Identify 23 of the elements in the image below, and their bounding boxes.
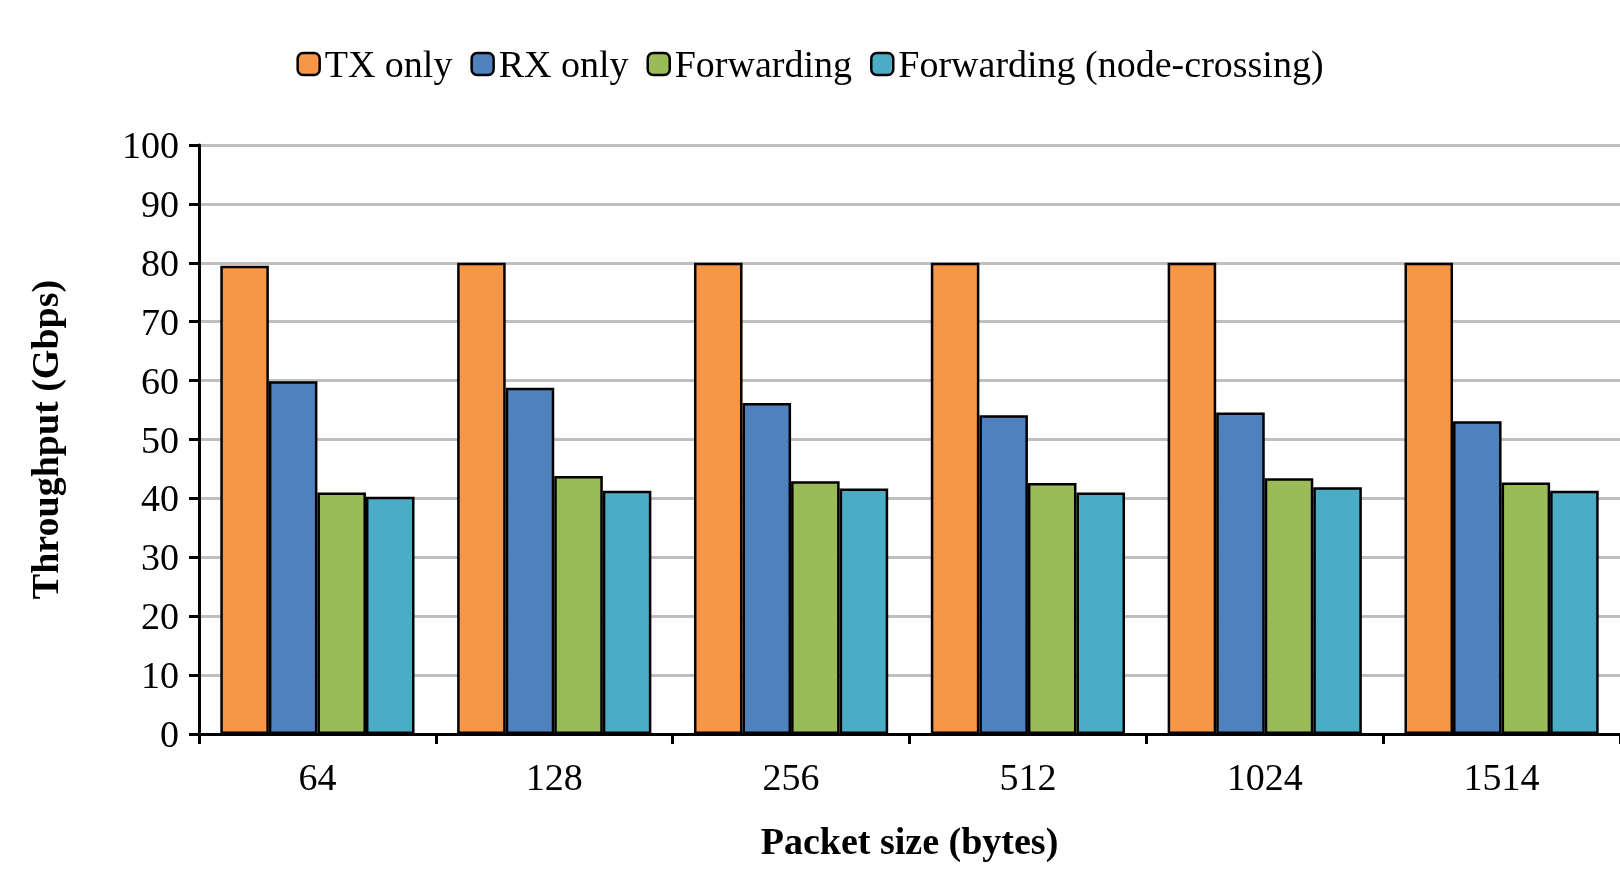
x-axis-title: Packet size (bytes)	[760, 820, 1059, 863]
y-tick-label: 90	[141, 182, 179, 225]
x-tick-label: 128	[525, 756, 583, 798]
y-tick-label: 0	[160, 713, 179, 755]
legend-label: RX only	[498, 43, 629, 85]
legend-label: TX only	[324, 43, 453, 85]
x-tick-label: 64	[298, 756, 337, 798]
y-tick-label: 70	[141, 300, 179, 343]
y-axis-title: Throughput (Gbps)	[24, 279, 67, 600]
x-tick-label: 256	[762, 756, 820, 798]
y-tick-label: 100	[122, 124, 179, 166]
y-tick-label: 30	[141, 536, 179, 579]
x-tick-label: 512	[999, 756, 1057, 798]
y-tick-label: 50	[141, 418, 179, 461]
y-tick-label: 10	[141, 654, 179, 697]
x-tick-label: 1514	[1463, 756, 1540, 798]
y-tick-label: 80	[141, 241, 179, 284]
y-tick-label: 60	[141, 359, 179, 402]
x-tick-label: 1024	[1226, 756, 1303, 798]
legend-label: Forwarding	[674, 43, 853, 85]
y-tick-label: 40	[141, 477, 179, 520]
legend-label: Forwarding (node-crossing)	[898, 43, 1324, 86]
y-tick-label: 20	[141, 595, 179, 638]
